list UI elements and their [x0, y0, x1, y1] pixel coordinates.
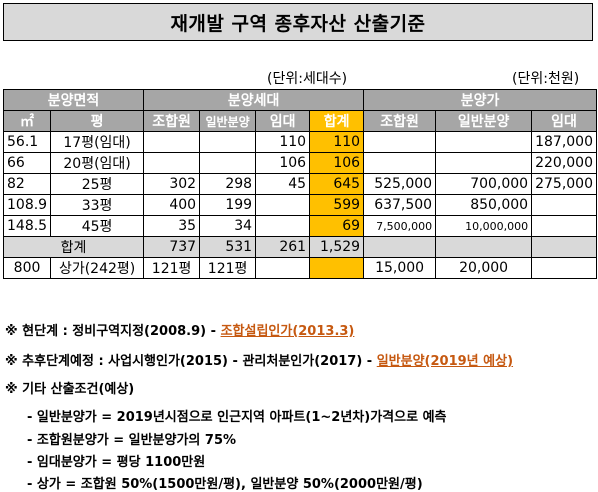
table-header-row-1: 분양면적 분양세대 분양가 — [2, 89, 597, 111]
note-current-stage: ※ 현단계 : 정비구역지정(2008.9) - 조합설립인가(2013.3) — [5, 320, 354, 339]
header-area: 분양면적 — [2, 89, 145, 111]
table-row: 66 20평(임대) 106 106 220,000 — [2, 152, 597, 174]
cell-total: 645 — [309, 173, 365, 195]
header-price: 분양가 — [363, 89, 597, 111]
cell-price-members — [363, 152, 437, 174]
cell-general: 121평 — [199, 257, 257, 279]
note-future-prefix: ※ 추후단계예정 : 사업시행인가(2015) - 관리처분인가(2017) - — [5, 354, 377, 369]
cell-pyeong: 20평(임대) — [50, 152, 145, 174]
cell-price-members: 525,000 — [363, 173, 437, 195]
header-households: 분양세대 — [143, 89, 365, 111]
cell-sqm: 108.9 — [2, 194, 52, 216]
sum-price-general — [435, 236, 533, 258]
cell-price-general — [435, 152, 533, 174]
cell-sqm: 82 — [2, 173, 52, 195]
cell-total: 106 — [309, 152, 365, 174]
note-future-stage: ※ 추후단계예정 : 사업시행인가(2015) - 관리처분인가(2017) -… — [5, 350, 513, 369]
cell-rental: 45 — [255, 173, 311, 195]
cell-members: 400 — [143, 194, 201, 216]
sum-members: 737 — [143, 236, 201, 258]
cell-price-rental: 220,000 — [531, 152, 597, 174]
cell-sqm: 800 — [2, 257, 52, 279]
cell-price-rental — [531, 257, 597, 279]
cell-price-general — [435, 131, 533, 153]
calculation-table: 분양면적 분양세대 분양가 ㎡ 평 조합원 일반분양 임대 합계 조합원 일반분… — [2, 89, 597, 279]
cell-general: 34 — [199, 215, 257, 237]
table-row: 148.5 45평 35 34 69 7,500,000 10,000,000 — [2, 215, 597, 237]
cell-price-members — [363, 131, 437, 153]
cell-price-rental — [531, 194, 597, 216]
cell-price-rental: 187,000 — [531, 131, 597, 153]
table-row: 56.1 17평(임대) 110 110 187,000 — [2, 131, 597, 153]
note-current-prefix: ※ 현단계 : 정비구역지정(2008.9) - — [5, 324, 221, 339]
cell-price-rental: 275,000 — [531, 173, 597, 195]
page-title: 재개발 구역 종후자산 산출기준 — [3, 3, 593, 41]
cell-total: 599 — [309, 194, 365, 216]
sum-total: 1,529 — [309, 236, 365, 258]
shop-row: 800 상가(242평) 121평 121평 15,000 20,000 — [2, 257, 597, 279]
header-rental: 임대 — [255, 110, 311, 132]
header-total: 합계 — [309, 110, 365, 132]
header-price-general: 일반분양 — [435, 110, 533, 132]
note-item: - 임대분양가 = 평당 1100만원 — [27, 455, 206, 470]
cell-general: 298 — [199, 173, 257, 195]
cell-sqm: 56.1 — [2, 131, 52, 153]
header-pyeong: 평 — [50, 110, 145, 132]
unit-households-label: (단위:세대수) — [267, 71, 348, 87]
cell-price-rental — [531, 215, 597, 237]
cell-sqm: 148.5 — [2, 215, 52, 237]
cell-price-members: 15,000 — [363, 257, 437, 279]
sum-price-rental — [531, 236, 597, 258]
table-header-row-2: ㎡ 평 조합원 일반분양 임대 합계 조합원 일반분양 임대 — [2, 110, 597, 132]
cell-price-general: 10,000,000 — [435, 215, 533, 237]
cell-pyeong: 33평 — [50, 194, 145, 216]
cell-members: 35 — [143, 215, 201, 237]
sum-price-members — [363, 236, 437, 258]
cell-price-general: 700,000 — [435, 173, 533, 195]
note-future-highlight: 일반분양(2019년 예상) — [376, 354, 514, 369]
header-sqm: ㎡ — [2, 110, 52, 132]
header-price-rental: 임대 — [531, 110, 597, 132]
note-item: - 상가 = 조합원 50%(1500만원/평), 일반분양 50%(2000만… — [27, 477, 423, 492]
cell-price-members: 7,500,000 — [363, 215, 437, 237]
note-item: - 조합원분양가 = 일반분양가의 75% — [27, 433, 237, 448]
table-row: 108.9 33평 400 199 599 637,500 850,000 — [2, 194, 597, 216]
cell-rental: 106 — [255, 152, 311, 174]
cell-members: 121평 — [143, 257, 201, 279]
sum-rental: 261 — [255, 236, 311, 258]
cell-price-general: 20,000 — [435, 257, 533, 279]
cell-total: 69 — [309, 215, 365, 237]
unit-price-label: (단위:천원) — [512, 71, 580, 87]
cell-pyeong: 45평 — [50, 215, 145, 237]
cell-sqm: 66 — [2, 152, 52, 174]
note-other-conditions: ※ 기타 산출조건(예상) — [5, 382, 135, 397]
header-members: 조합원 — [143, 110, 201, 132]
cell-price-general: 850,000 — [435, 194, 533, 216]
cell-general: 199 — [199, 194, 257, 216]
cell-pyeong: 25평 — [50, 173, 145, 195]
cell-general — [199, 131, 257, 153]
cell-members — [143, 131, 201, 153]
cell-rental — [255, 194, 311, 216]
cell-rental — [255, 215, 311, 237]
cell-rental: 110 — [255, 131, 311, 153]
cell-total: 110 — [309, 131, 365, 153]
cell-pyeong: 상가(242평) — [50, 257, 145, 279]
header-price-members: 조합원 — [363, 110, 437, 132]
header-general: 일반분양 — [199, 110, 257, 132]
cell-members: 302 — [143, 173, 201, 195]
sum-row: 합계 737 531 261 1,529 — [2, 236, 597, 258]
cell-price-members: 637,500 — [363, 194, 437, 216]
note-item: - 일반분양가 = 2019년시점으로 인근지역 아파트(1~2년차)가격으로 … — [27, 410, 447, 425]
cell-total — [309, 257, 365, 279]
cell-rental — [255, 257, 311, 279]
note-current-highlight: 조합설립인가(2013.3) — [220, 324, 355, 339]
cell-general — [199, 152, 257, 174]
cell-pyeong: 17평(임대) — [50, 131, 145, 153]
table-row: 82 25평 302 298 45 645 525,000 700,000 27… — [2, 173, 597, 195]
sum-label: 합계 — [2, 236, 145, 258]
sum-general: 531 — [199, 236, 257, 258]
cell-members — [143, 152, 201, 174]
